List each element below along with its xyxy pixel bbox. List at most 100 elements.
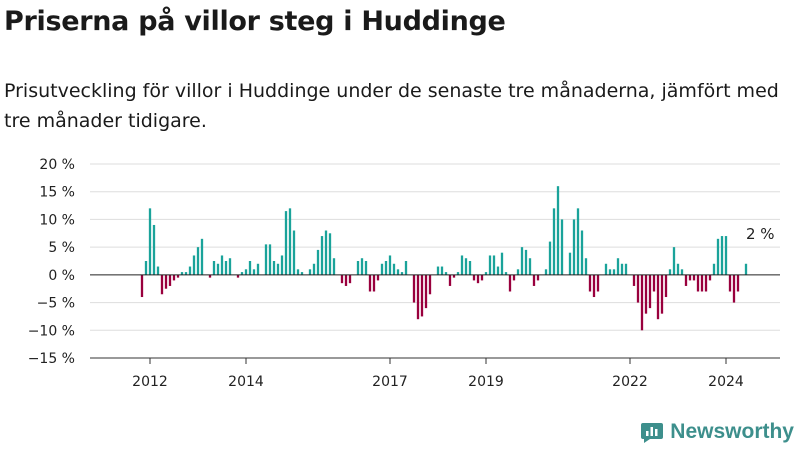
bar	[444, 272, 448, 275]
bar	[704, 274, 708, 292]
bar	[420, 274, 424, 317]
bar	[344, 274, 348, 286]
bar	[308, 269, 312, 275]
bar	[648, 274, 652, 309]
x-tick-label: 2024	[708, 374, 744, 390]
bar	[504, 272, 508, 275]
bar	[700, 274, 704, 292]
bar	[644, 274, 648, 314]
bar	[492, 255, 496, 275]
bar	[144, 261, 148, 275]
bar	[428, 274, 432, 295]
bar	[208, 274, 212, 278]
y-axis-tick-labels: −15 % −10 % −5 % 0 % 5 % 10 % 15 % 20 %	[28, 157, 75, 367]
bar	[212, 261, 216, 275]
bar	[264, 244, 268, 275]
bar	[728, 274, 732, 292]
bar	[296, 269, 300, 275]
bar	[732, 274, 736, 303]
bar	[168, 274, 172, 286]
bar	[252, 269, 256, 275]
bar	[272, 261, 276, 275]
bar	[280, 255, 284, 275]
bar	[276, 263, 280, 275]
bar	[160, 274, 164, 295]
bar	[692, 274, 696, 281]
bar	[148, 208, 152, 275]
bar	[576, 208, 580, 275]
bar	[612, 269, 616, 275]
bar	[708, 274, 712, 281]
bar	[164, 274, 168, 289]
bar	[288, 208, 292, 275]
bar	[640, 274, 644, 331]
bar	[356, 261, 360, 275]
bar	[632, 274, 636, 286]
bar	[188, 266, 192, 275]
bar	[340, 274, 344, 284]
bar	[604, 263, 608, 275]
bar	[416, 274, 420, 320]
bar	[156, 266, 160, 275]
bar	[332, 258, 336, 275]
bar	[676, 263, 680, 275]
bar	[636, 274, 640, 303]
bar	[664, 274, 668, 298]
bar	[448, 274, 452, 286]
bar	[584, 258, 588, 275]
bar	[248, 261, 252, 275]
bar	[380, 263, 384, 275]
bar	[656, 274, 660, 320]
bar	[456, 272, 460, 275]
bar	[684, 274, 688, 286]
brand: Newsworthy	[640, 420, 794, 444]
y-tick-label: −15 %	[28, 351, 75, 367]
bar	[560, 219, 564, 275]
bar	[472, 274, 476, 281]
bar	[360, 258, 364, 275]
y-tick-label: 5 %	[48, 240, 75, 256]
x-tick-label: 2012	[132, 374, 168, 390]
bar	[552, 208, 556, 275]
bar	[592, 274, 596, 298]
newsworthy-logo-icon	[641, 423, 664, 443]
bar	[244, 269, 248, 275]
bar	[300, 272, 304, 275]
bar	[532, 274, 536, 286]
bar	[668, 269, 672, 275]
bar	[256, 263, 260, 275]
bar	[328, 233, 332, 275]
bar	[176, 274, 180, 278]
bar	[548, 241, 552, 275]
bar	[392, 263, 396, 275]
y-tick-label: 15 %	[39, 185, 75, 201]
bar	[396, 269, 400, 275]
bar	[620, 263, 624, 275]
bar	[616, 258, 620, 275]
bar	[460, 255, 464, 275]
bar	[652, 274, 656, 292]
bar	[580, 230, 584, 275]
bar	[184, 272, 188, 275]
grid-lines	[90, 163, 780, 359]
bar	[720, 236, 724, 275]
y-tick-label: 20 %	[39, 157, 75, 173]
bar	[556, 186, 560, 275]
bar	[424, 274, 428, 309]
y-tick-label: −5 %	[37, 296, 75, 312]
bar	[368, 274, 372, 292]
bar	[172, 274, 176, 281]
bar	[384, 261, 388, 275]
bar	[724, 236, 728, 275]
bar	[468, 261, 472, 275]
bar	[480, 274, 484, 281]
x-tick-label: 2017	[372, 374, 408, 390]
bar	[672, 247, 676, 275]
bar	[688, 274, 692, 281]
bar	[508, 274, 512, 292]
bar	[516, 269, 520, 275]
bar	[268, 244, 272, 275]
bar	[744, 263, 748, 275]
x-tick-label: 2014	[228, 374, 264, 390]
bar	[312, 263, 316, 275]
